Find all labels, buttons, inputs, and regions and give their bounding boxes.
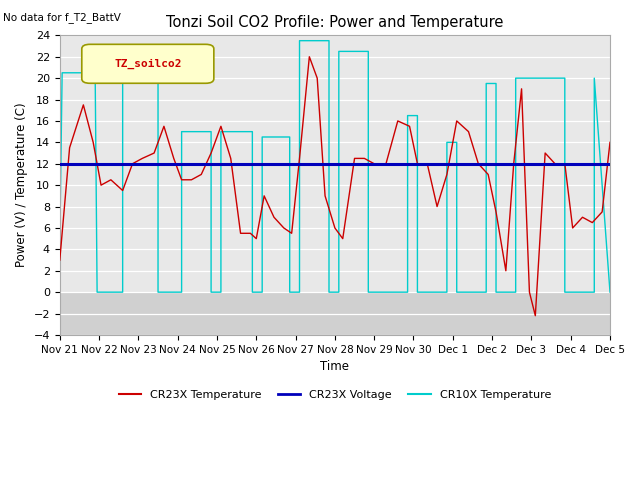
Title: Tonzi Soil CO2 Profile: Power and Temperature: Tonzi Soil CO2 Profile: Power and Temper…: [166, 15, 504, 30]
Text: TZ_soilco2: TZ_soilco2: [114, 59, 182, 69]
Legend: CR23X Temperature, CR23X Voltage, CR10X Temperature: CR23X Temperature, CR23X Voltage, CR10X …: [115, 385, 556, 404]
Y-axis label: Power (V) / Temperature (C): Power (V) / Temperature (C): [15, 103, 28, 267]
X-axis label: Time: Time: [321, 360, 349, 373]
Text: No data for f_T2_BattV: No data for f_T2_BattV: [3, 12, 121, 23]
FancyBboxPatch shape: [82, 44, 214, 83]
Bar: [60, 292, 610, 335]
